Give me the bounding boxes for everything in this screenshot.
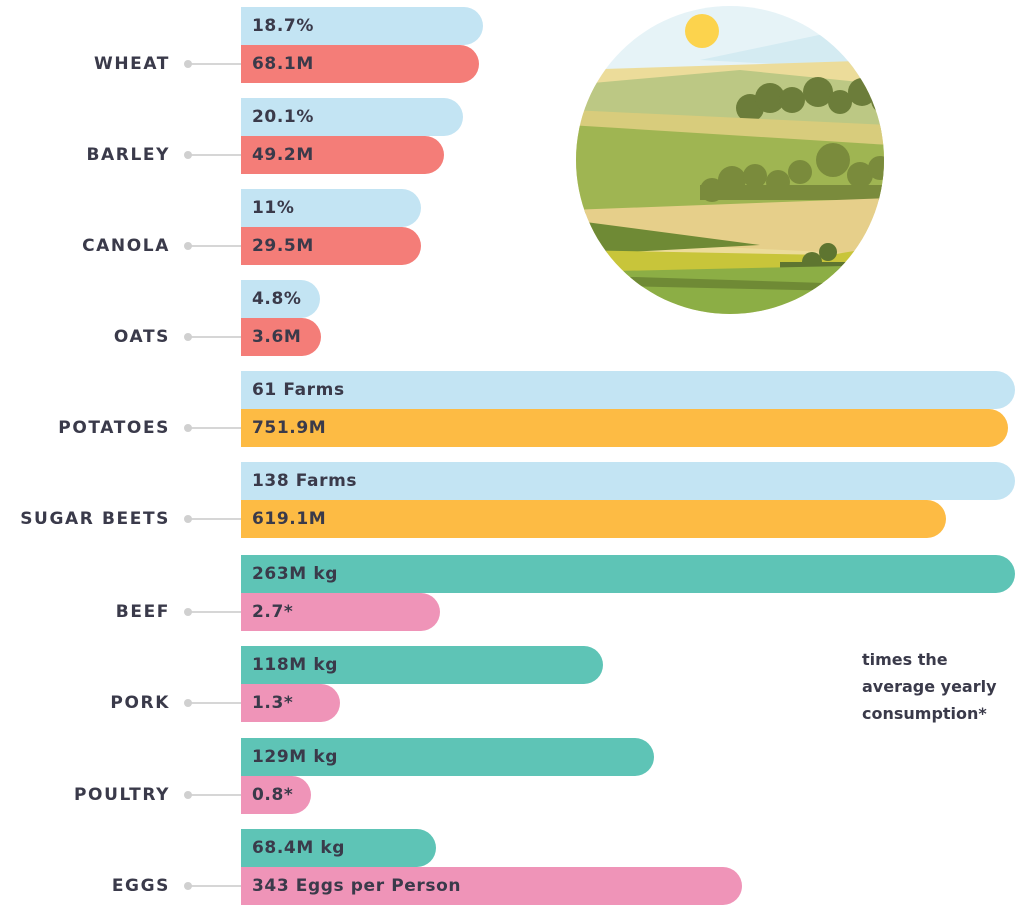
top-bar: 129M kg: [241, 738, 654, 776]
top-bar: 263M kg: [241, 555, 1015, 593]
top-bar: 11%: [241, 189, 421, 227]
row-label: BARLEY: [86, 145, 170, 165]
connector: [186, 518, 241, 520]
connector-dot: [184, 882, 192, 890]
top-bar: 18.7%: [241, 7, 483, 45]
connector: [186, 427, 241, 429]
connector-dot: [184, 242, 192, 250]
field-illustration: [576, 6, 884, 314]
connector: [186, 885, 241, 887]
top-bar: 138 Farms: [241, 462, 1015, 500]
connector-dot: [184, 151, 192, 159]
connector: [186, 336, 241, 338]
row-label: POULTRY: [73, 785, 170, 805]
bottom-bar: 619.1M: [241, 500, 946, 538]
row-label: OATS: [113, 327, 170, 347]
top-bar: 68.4M kg: [241, 829, 436, 867]
bottom-bar: 49.2M: [241, 136, 444, 174]
bottom-bar: 751.9M: [241, 409, 1008, 447]
connector: [186, 63, 241, 65]
connector-dot: [184, 699, 192, 707]
row-label: EGGS: [111, 876, 170, 896]
row-label: CANOLA: [82, 236, 170, 256]
top-bar: 61 Farms: [241, 371, 1015, 409]
connector-dot: [184, 60, 192, 68]
bottom-bar: 1.3*: [241, 684, 340, 722]
top-bar: 4.8%: [241, 280, 320, 318]
bottom-bar: 29.5M: [241, 227, 421, 265]
connector: [186, 702, 241, 704]
top-bar: 118M kg: [241, 646, 603, 684]
bottom-bar: 0.8*: [241, 776, 311, 814]
row-label: WHEAT: [93, 54, 170, 74]
top-bar: 20.1%: [241, 98, 463, 136]
connector-dot: [184, 515, 192, 523]
connector-dot: [184, 424, 192, 432]
row-label: BEEF: [115, 602, 170, 622]
connector: [186, 794, 241, 796]
bottom-bar: 343 Eggs per Person: [241, 867, 742, 905]
bottom-bar: 2.7*: [241, 593, 440, 631]
row-label: PORK: [110, 693, 170, 713]
row-label: SUGAR BEETS: [20, 509, 170, 529]
bottom-bar: 68.1M: [241, 45, 479, 83]
footnote: times the average yearly consumption*: [862, 650, 997, 723]
connector-dot: [184, 608, 192, 616]
connector: [186, 154, 241, 156]
connector: [186, 245, 241, 247]
bottom-bar: 3.6M: [241, 318, 321, 356]
connector-dot: [184, 791, 192, 799]
connector: [186, 611, 241, 613]
connector-dot: [184, 333, 192, 341]
row-label: POTATOES: [58, 418, 170, 438]
